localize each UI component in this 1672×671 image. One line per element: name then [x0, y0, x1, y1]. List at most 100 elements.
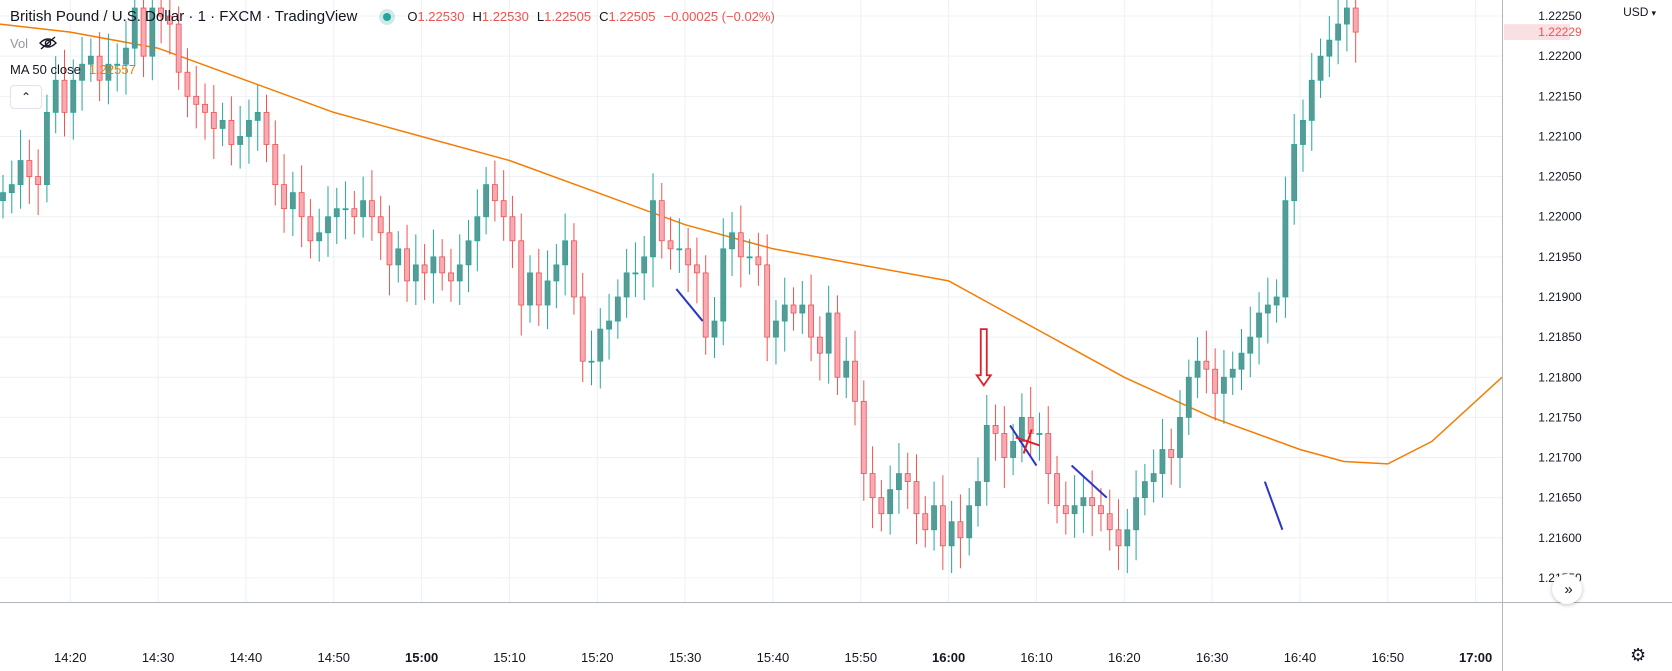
x-tick-label: 16:10 [1020, 650, 1053, 665]
candle-body [1194, 360, 1201, 378]
y-tick-label: 1.21900 [1538, 290, 1582, 304]
candle-body [614, 296, 621, 322]
candle-body [860, 400, 867, 474]
candle-body [316, 232, 323, 242]
candle-body [658, 200, 665, 242]
low-value: 1.22505 [544, 9, 592, 24]
ma-legend[interactable]: MA 50 close 1.22557 [10, 62, 136, 77]
candle-body [685, 248, 692, 266]
trend-line-drawing [1263, 481, 1284, 531]
candle-body [1273, 296, 1280, 306]
candle-body [1317, 55, 1324, 81]
candle-body [948, 521, 955, 547]
candle-body [632, 272, 639, 275]
candle-body [1203, 360, 1210, 370]
candle-body [1185, 376, 1192, 418]
low-key: L [536, 9, 545, 24]
x-tick-label: 15:00 [405, 650, 438, 665]
candle-body [1343, 7, 1350, 25]
y-tick-label: 1.22050 [1538, 170, 1582, 184]
candle-body [377, 216, 384, 234]
ma-value: 1.22557 [88, 62, 136, 77]
y-tick-label: 1.21950 [1538, 250, 1582, 264]
arrow-down-drawing [975, 328, 993, 387]
candle-body [773, 320, 779, 338]
candle-body [351, 208, 358, 218]
y-tick-label: 1.21850 [1538, 330, 1582, 344]
candle-body [1141, 481, 1148, 499]
candle-body [720, 248, 727, 322]
x-tick-label: 16:30 [1196, 650, 1229, 665]
symbol-title[interactable]: British Pound / U.S. Dollar · 1 · FXCM ·… [10, 8, 358, 25]
candle-body [825, 312, 832, 354]
candle-body [1080, 497, 1087, 507]
candle-body [808, 304, 814, 338]
candle-body [158, 7, 165, 17]
candle-body [500, 200, 507, 218]
candle-body [430, 256, 437, 274]
candle-body [518, 240, 525, 306]
candle-body [509, 216, 516, 242]
vol-label: Vol [10, 35, 29, 51]
candle-body [535, 272, 542, 306]
candle-body [1124, 529, 1131, 547]
candle-body [1010, 441, 1017, 458]
candle-body [922, 513, 929, 531]
x-tick-label: 15:20 [581, 650, 614, 665]
x-tick-label: 15:10 [493, 650, 526, 665]
chart-settings-button[interactable]: ⚙ [1630, 645, 1646, 666]
candle-body [1036, 433, 1043, 435]
eye-hidden-icon[interactable] [38, 35, 58, 51]
ma-label: MA 50 close [10, 62, 81, 77]
candle-body [579, 296, 586, 362]
candle-body [755, 256, 762, 266]
candle-body [878, 497, 885, 515]
y-tick-label: 1.22150 [1538, 89, 1582, 103]
currency-selector[interactable]: USD ▾ [1623, 5, 1656, 19]
currency-label: USD [1623, 5, 1649, 19]
candle-body [448, 272, 454, 282]
high-key: H [472, 9, 482, 24]
candle-body [246, 120, 252, 137]
x-tick-label: 14:40 [230, 650, 263, 665]
candle-body [852, 360, 858, 402]
x-tick-label: 14:20 [54, 650, 87, 665]
trend-line-drawing [1009, 424, 1038, 467]
candle-body [386, 232, 393, 266]
candle-body [711, 320, 718, 338]
candle-body [272, 144, 279, 186]
candle-body [1326, 39, 1333, 57]
candle-body [606, 320, 612, 330]
chevron-up-icon: ⌃ [20, 90, 32, 104]
ma-50-line [0, 23, 1503, 465]
candle-body [254, 111, 261, 121]
price-label-box [1504, 24, 1570, 41]
candle-body [904, 473, 911, 483]
double-chevron-right-icon: » [1564, 580, 1573, 598]
candle-body [79, 63, 85, 81]
cross-drawing [1022, 429, 1033, 454]
candle-body [1150, 473, 1157, 483]
x-tick-label: 14:30 [142, 650, 175, 665]
candle-body [1264, 304, 1271, 314]
collapse-legend-button[interactable]: ⌃ [10, 85, 42, 109]
candle-body [228, 120, 235, 145]
candle-body [35, 176, 42, 186]
candle-body [1177, 416, 1183, 458]
candle-body [412, 264, 419, 282]
candle-body [483, 184, 489, 218]
candle-body [219, 120, 226, 129]
candle-body [650, 200, 656, 258]
candle-body [465, 240, 472, 266]
candle-body [588, 360, 595, 363]
candle-body [623, 272, 630, 298]
candle-body [175, 23, 182, 73]
x-tick-label: 16:00 [932, 650, 965, 665]
scroll-to-realtime-button[interactable]: » [1552, 574, 1582, 604]
change-value: −0.00025 (−0.02%) [663, 9, 775, 24]
candle-body [781, 304, 788, 322]
x-tick-label: 16:50 [1372, 650, 1405, 665]
candle-body [44, 111, 50, 186]
